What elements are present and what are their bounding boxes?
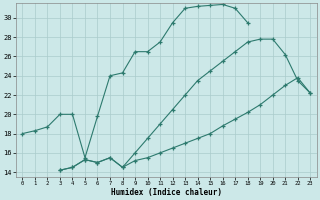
X-axis label: Humidex (Indice chaleur): Humidex (Indice chaleur) <box>111 188 222 197</box>
